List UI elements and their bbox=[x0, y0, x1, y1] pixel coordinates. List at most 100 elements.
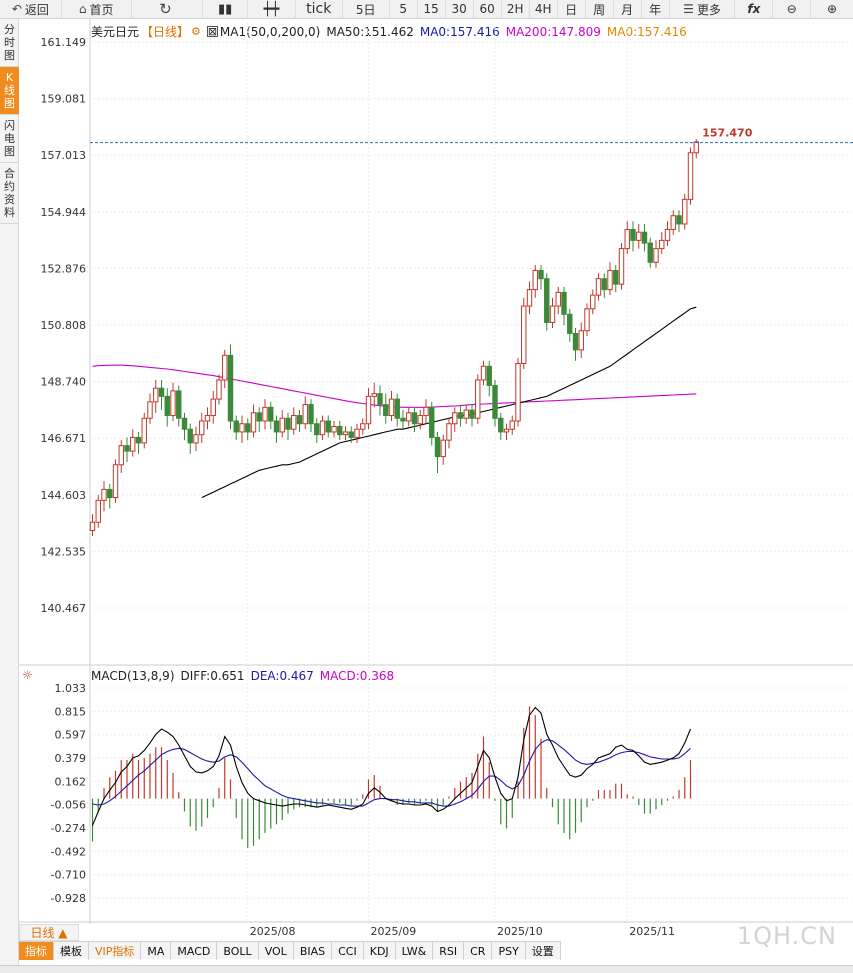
dea-line bbox=[92, 739, 691, 807]
period-tag: 【日线】 bbox=[141, 25, 190, 39]
period-3-button[interactable]: 30 bbox=[446, 0, 474, 19]
refresh-button[interactable]: ↻ bbox=[132, 0, 204, 19]
indicator-tab-13[interactable]: PSY bbox=[492, 942, 526, 960]
period-1-button[interactable]: 5 bbox=[390, 0, 418, 19]
candle-body bbox=[526, 289, 533, 307]
indicator-tab-12[interactable]: CR bbox=[464, 942, 493, 960]
time-tick-label: 2025/11 bbox=[629, 925, 675, 938]
period-6-button[interactable]: 4H bbox=[530, 0, 558, 19]
side-tab-3[interactable]: 合约资料 bbox=[0, 163, 19, 224]
candle-body bbox=[549, 305, 556, 323]
home-button[interactable]: ⌂ 首页 bbox=[62, 0, 132, 19]
period-5-button[interactable]: 2H bbox=[502, 0, 530, 19]
candle-body bbox=[521, 305, 527, 365]
candle-body bbox=[164, 395, 170, 417]
macd-tick-label: -0.274 bbox=[51, 822, 86, 835]
candle-body bbox=[538, 269, 544, 280]
menu-icon: ☰ bbox=[683, 2, 694, 16]
period-0-button[interactable]: 5日 bbox=[343, 0, 390, 19]
macd-settings-icon[interactable]: ☼ bbox=[22, 668, 33, 682]
side-tab-2[interactable]: 闪电图 bbox=[0, 115, 19, 163]
indicator-tab-1[interactable]: 模板 bbox=[54, 942, 89, 960]
candle-body bbox=[371, 393, 377, 397]
indicator-tab-5[interactable]: BOLL bbox=[217, 942, 259, 960]
chart-area: 161.149 159.081 157.013 154.944 152.876 150.8… bbox=[19, 19, 853, 938]
back-button[interactable]: ↶ 返回 bbox=[0, 0, 62, 19]
macd-label: MACD(13,8,9) bbox=[91, 669, 175, 683]
dea-value: DEA:0.467 bbox=[250, 669, 314, 683]
candle-body bbox=[561, 291, 567, 315]
macd-tick-label: 0.597 bbox=[55, 729, 87, 742]
period-2-button[interactable]: 15 bbox=[418, 0, 446, 19]
indicator-tab-7[interactable]: BIAS bbox=[294, 942, 333, 960]
candle-body bbox=[227, 354, 234, 422]
candle-body bbox=[107, 488, 113, 499]
candle-body bbox=[434, 436, 441, 458]
indicator-tab-10[interactable]: LW& bbox=[396, 942, 434, 960]
ma200-value: MA200:147.809 bbox=[505, 24, 601, 39]
candle-body bbox=[613, 269, 619, 285]
candle-body bbox=[239, 423, 245, 433]
macd-histogram bbox=[91, 706, 692, 848]
candle-body bbox=[578, 330, 584, 351]
diff-value: DIFF:0.651 bbox=[180, 669, 245, 683]
status-strip bbox=[0, 965, 853, 973]
candle-body bbox=[124, 445, 130, 452]
home-icon: ⌂ bbox=[78, 2, 87, 16]
indicator-tab-9[interactable]: KDJ bbox=[364, 942, 396, 960]
candle-body bbox=[199, 420, 205, 436]
formula-button[interactable]: fx bbox=[735, 0, 774, 19]
indicator-toggle-icon[interactable]: ⊠ bbox=[206, 25, 218, 38]
toolbar: ↶ 返回 ⌂ 首页 ↻ ▮▮ ┿┿ tick 5日 5 15 30 60 2H 4H 日周月年 ☰… bbox=[0, 0, 853, 19]
candle-body bbox=[337, 425, 343, 436]
indicator-tab-14[interactable]: 设置 bbox=[526, 942, 561, 960]
indicator-tab-0[interactable]: 指标 bbox=[19, 942, 54, 960]
candle-body bbox=[682, 198, 688, 225]
period-8-button[interactable]: 周 bbox=[586, 0, 614, 19]
candle-body bbox=[693, 141, 699, 154]
period-10-button[interactable]: 年 bbox=[642, 0, 670, 19]
candle-body bbox=[406, 412, 412, 422]
candle-body bbox=[636, 231, 642, 241]
period-7-button[interactable]: 日 bbox=[558, 0, 586, 19]
macd-tick-label: 0.379 bbox=[55, 752, 87, 765]
candle-body bbox=[411, 412, 418, 425]
candle-body bbox=[463, 409, 469, 419]
price-tick-label: 157.013 bbox=[41, 149, 87, 162]
settings-gear-icon[interactable]: ⚙ bbox=[191, 25, 201, 38]
indicator-tab-2[interactable]: VIP指标 bbox=[89, 942, 142, 960]
candle-body bbox=[595, 278, 602, 296]
candle-body bbox=[676, 215, 682, 225]
more-button[interactable]: ☰ 更多 bbox=[670, 0, 736, 19]
candle-body bbox=[250, 412, 257, 433]
candle-body bbox=[388, 398, 395, 417]
period-4-button[interactable]: 60 bbox=[474, 0, 502, 19]
zoom-in-button[interactable]: ⊕ bbox=[811, 0, 853, 19]
candle-body bbox=[492, 384, 498, 419]
price-tick-label: 159.081 bbox=[41, 93, 87, 106]
period-9-button[interactable]: 月 bbox=[614, 0, 642, 19]
candle-body bbox=[647, 242, 653, 263]
indicator-tab-8[interactable]: CCI bbox=[332, 942, 364, 960]
candle-chart-button[interactable]: ▮▮ bbox=[203, 0, 249, 19]
price-tick-label: 150.808 bbox=[41, 319, 87, 332]
indicator-tab-6[interactable]: VOL bbox=[259, 942, 294, 960]
ohlc-chart-button[interactable]: ┿┿ bbox=[248, 0, 296, 19]
time-tick-label: 2025/09 bbox=[371, 925, 417, 938]
candle-body bbox=[624, 228, 630, 250]
indicator-tab-11[interactable]: RSI bbox=[433, 942, 465, 960]
period-selector[interactable]: 日线 ▲ bbox=[19, 924, 79, 941]
price-tick-label: 142.535 bbox=[41, 545, 87, 558]
side-tab-0[interactable]: 分时图 bbox=[0, 19, 19, 67]
candle-body bbox=[331, 425, 337, 433]
indicator-tab-4[interactable]: MACD bbox=[171, 942, 218, 960]
candle-body bbox=[135, 436, 142, 444]
indicator-tab-3[interactable]: MA bbox=[141, 942, 172, 960]
ma50-value: MA50:151.462 bbox=[326, 24, 414, 39]
diff-line bbox=[91, 706, 692, 826]
zoom-out-button[interactable]: ⊖ bbox=[773, 0, 812, 19]
tick-button[interactable]: tick bbox=[296, 0, 343, 19]
candle-body bbox=[141, 417, 147, 444]
candle-body bbox=[325, 420, 331, 433]
